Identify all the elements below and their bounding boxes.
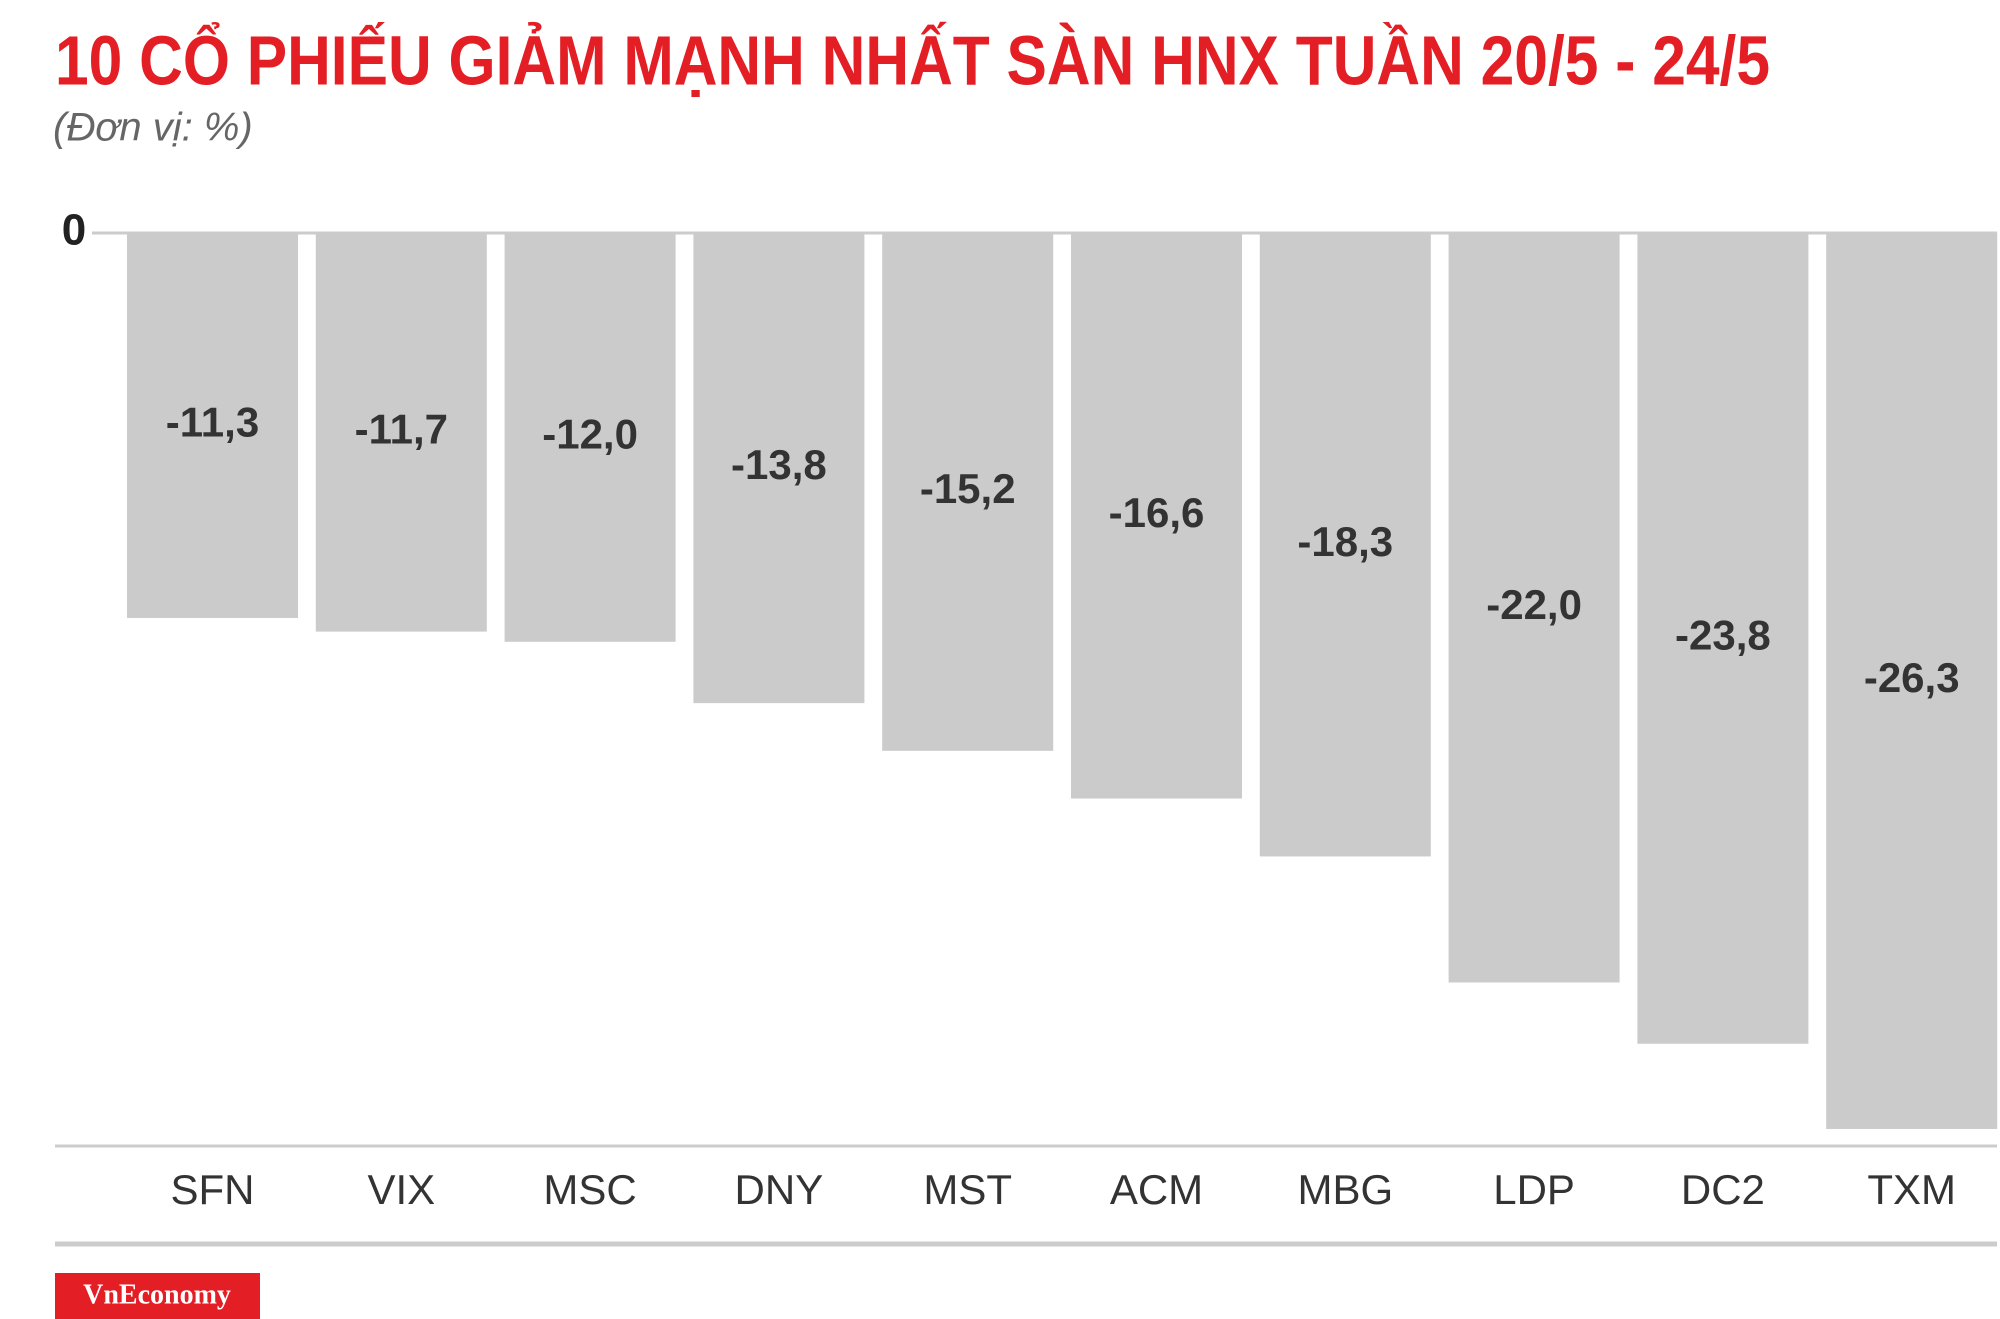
data-label: -11,7 bbox=[355, 405, 448, 452]
bar bbox=[504, 233, 676, 642]
x-tick-label: DNY bbox=[735, 1166, 824, 1213]
logo-box bbox=[55, 1273, 260, 1319]
bar bbox=[315, 233, 487, 632]
data-label: -18,3 bbox=[1297, 518, 1393, 565]
chart-title: 10 CỔ PHIẾU GIẢM MẠNH NHẤT SÀN HNX TUẦN … bbox=[55, 20, 1770, 99]
bar bbox=[1448, 233, 1620, 983]
y-tick-label: 0 bbox=[62, 206, 86, 255]
logo: VnEconomy bbox=[83, 1279, 231, 1310]
bar bbox=[693, 233, 865, 704]
x-tick-label: SFN bbox=[171, 1166, 255, 1213]
x-tick-label: VIX bbox=[367, 1166, 435, 1213]
x-tick-label: TXM bbox=[1867, 1166, 1956, 1213]
bar bbox=[1637, 233, 1809, 1044]
x-tick-label: ACM bbox=[1110, 1166, 1203, 1213]
data-label: -11,3 bbox=[166, 399, 259, 446]
x-tick-label: DC2 bbox=[1681, 1166, 1765, 1213]
data-label: -12,0 bbox=[542, 410, 638, 457]
x-tick-label: LDP bbox=[1493, 1166, 1575, 1213]
data-label: -13,8 bbox=[731, 441, 827, 488]
x-tick-label: MST bbox=[923, 1166, 1012, 1213]
data-label: -22,0 bbox=[1486, 581, 1582, 628]
data-label: -26,3 bbox=[1864, 654, 1960, 701]
data-label: -15,2 bbox=[920, 465, 1016, 512]
bar bbox=[1071, 233, 1242, 799]
data-label: -16,6 bbox=[1109, 489, 1205, 536]
bar bbox=[1826, 233, 1998, 1129]
x-tick-label: MSC bbox=[543, 1166, 636, 1213]
bar bbox=[127, 233, 298, 618]
data-label: -23,8 bbox=[1675, 611, 1771, 658]
bar bbox=[1259, 233, 1431, 857]
bar bbox=[882, 233, 1054, 751]
x-tick-label: MBG bbox=[1297, 1166, 1393, 1213]
chart-subtitle: (Đơn vị: %) bbox=[53, 106, 253, 150]
